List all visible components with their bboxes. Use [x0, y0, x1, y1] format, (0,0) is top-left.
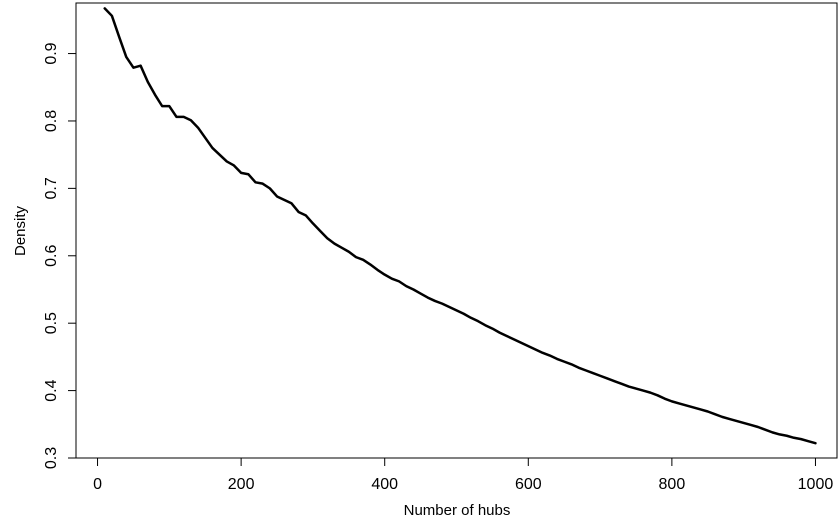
x-tick-label: 800 — [659, 476, 686, 493]
x-tick-label: 400 — [371, 476, 398, 493]
plot-border — [75, 2, 838, 459]
series-layer — [103, 7, 817, 445]
density-series-line — [103, 7, 817, 445]
y-axis-label: Density — [12, 205, 29, 256]
y-tick-label: 0.6 — [43, 245, 60, 267]
y-tick-label: 0.9 — [43, 42, 60, 64]
x-tick-label: 1000 — [798, 476, 834, 493]
y-axis: 0.3 0.4 0.5 0.6 0.7 0.8 0.9 — [43, 42, 76, 469]
x-tick-label: 600 — [515, 476, 542, 493]
y-tick-label: 0.5 — [43, 312, 60, 334]
x-axis: 0 200 400 600 800 1000 — [93, 458, 833, 493]
x-tick-label: 0 — [93, 476, 102, 493]
y-tick-label: 0.7 — [43, 177, 60, 199]
plot-frame — [75, 2, 838, 459]
y-tick-label: 0.4 — [43, 379, 60, 401]
y-tick-label: 0.3 — [43, 447, 60, 469]
x-tick-label: 200 — [228, 476, 255, 493]
x-axis-label: Number of hubs — [404, 502, 511, 519]
y-tick-label: 0.8 — [43, 110, 60, 132]
